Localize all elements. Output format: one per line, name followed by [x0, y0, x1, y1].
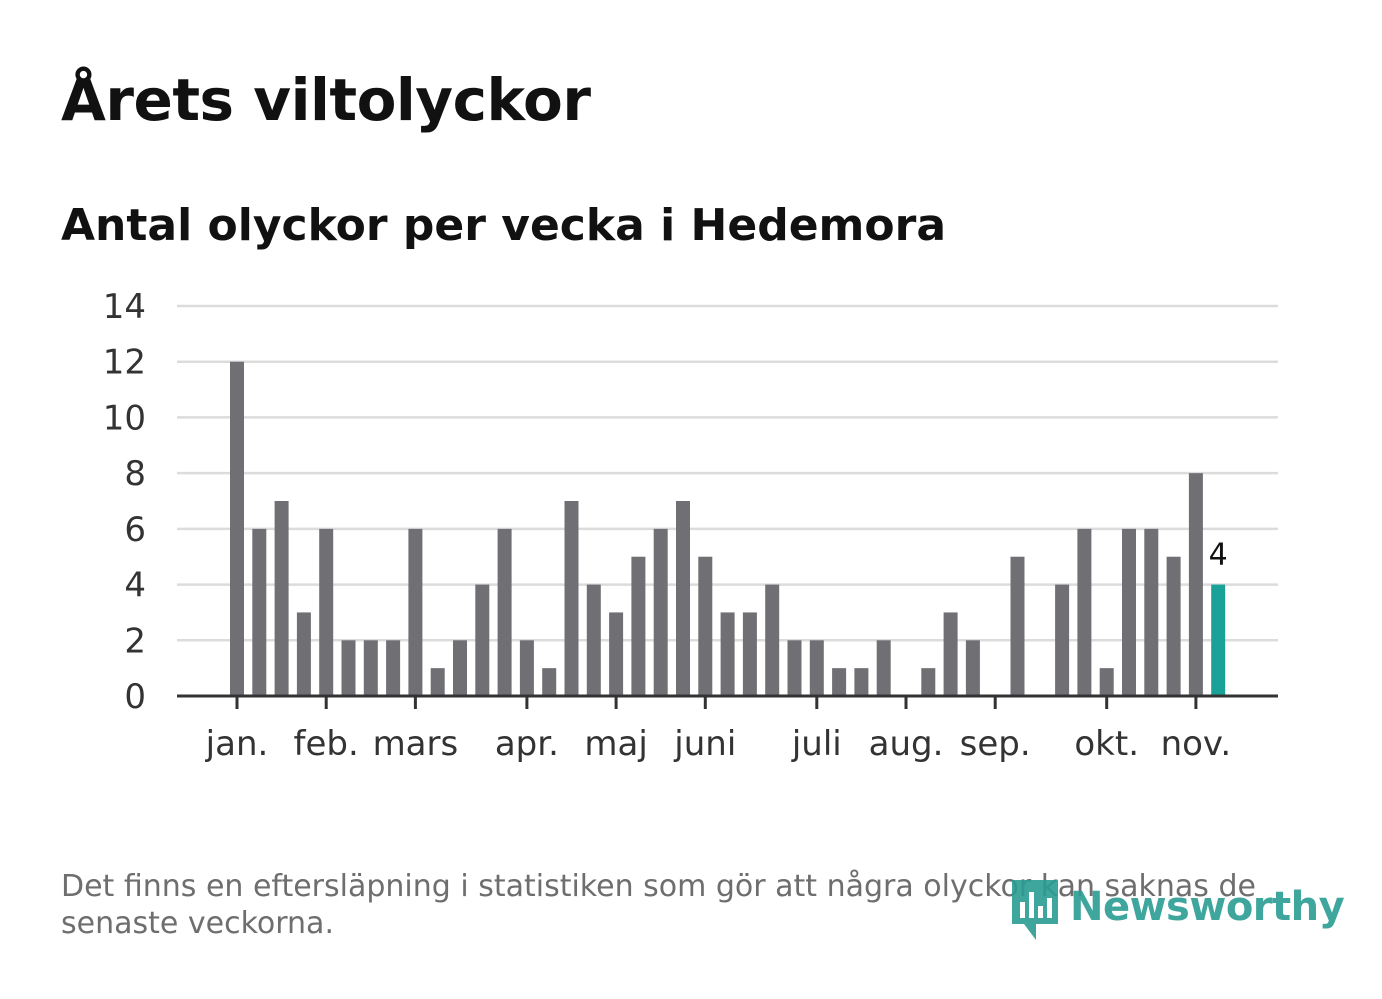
x-tick-label: okt.	[1074, 724, 1139, 764]
bar	[876, 640, 891, 696]
y-tick-label: 12	[103, 343, 146, 383]
y-tick-label: 14	[103, 287, 146, 327]
chart-title: Årets viltolyckor	[61, 66, 591, 134]
bar	[609, 612, 624, 696]
bar	[519, 640, 534, 696]
bars	[230, 361, 1226, 696]
bar	[408, 528, 423, 696]
bar	[386, 640, 401, 696]
x-tick-label: jan.	[205, 724, 269, 764]
bar	[965, 640, 980, 696]
bar	[497, 528, 512, 696]
bar-highlight	[1211, 584, 1226, 696]
x-tick-label: maj	[584, 724, 647, 764]
bar	[787, 640, 802, 696]
bar	[1144, 528, 1159, 696]
y-tick-label: 4	[124, 566, 146, 606]
bar	[921, 668, 936, 696]
bar	[943, 612, 958, 696]
bar	[653, 528, 668, 696]
brand-name: Newsworthy	[1070, 884, 1345, 930]
data-labels: 4	[1206, 535, 1231, 576]
y-tick-label: 10	[103, 398, 146, 438]
bar	[274, 501, 289, 696]
bar	[698, 556, 713, 696]
y-tick-label: 8	[124, 454, 146, 494]
bar	[1077, 528, 1092, 696]
x-axis: jan. feb. mars apr. maj juni juli aug. sep. okt. n…	[177, 694, 1278, 764]
highlight-value-label: 4	[1209, 538, 1228, 573]
x-tick-label: sep.	[960, 724, 1031, 764]
bar	[296, 612, 311, 696]
bar	[631, 556, 646, 696]
bar	[475, 584, 490, 696]
newsworthy-icon	[1012, 880, 1058, 940]
x-tick-label: feb.	[294, 724, 359, 764]
bar	[453, 640, 467, 696]
bar	[1055, 584, 1070, 696]
bar	[252, 528, 267, 696]
bar-chart: 0 2 4 6 8 10 12 14 jan. feb. mars apr. maj juni juli a…	[103, 287, 1278, 764]
bar	[1010, 556, 1025, 696]
x-tick-label: juli	[791, 724, 842, 764]
bar	[720, 612, 735, 696]
bar	[832, 668, 847, 696]
y-tick-label: 0	[124, 677, 146, 717]
bar	[341, 640, 356, 696]
bar	[230, 361, 244, 696]
gridlines	[177, 304, 1278, 642]
y-tick-label: 2	[124, 621, 146, 661]
bar	[854, 668, 869, 696]
bar	[586, 584, 601, 696]
bar	[1122, 528, 1136, 696]
newsworthy-logo: Newsworthy	[1010, 872, 1345, 942]
bar	[564, 501, 579, 696]
bar	[363, 640, 378, 696]
bar	[1099, 668, 1114, 696]
x-tick-label: nov.	[1161, 724, 1232, 764]
bar	[809, 640, 824, 696]
bar	[430, 668, 445, 696]
bar	[742, 612, 757, 696]
x-tick-label: aug.	[869, 724, 944, 764]
chart-subtitle: Antal olyckor per vecka i Hedemora	[61, 200, 947, 251]
y-axis-ticks: 0 2 4 6 8 10 12 14	[103, 287, 146, 717]
bar	[1188, 473, 1203, 696]
bar	[765, 584, 780, 696]
bar	[542, 668, 557, 696]
bar	[676, 501, 690, 696]
x-tick-label: mars	[373, 724, 459, 764]
y-tick-label: 6	[124, 510, 146, 550]
bar	[1166, 556, 1181, 696]
x-tick-label: juni	[673, 724, 736, 764]
bar	[319, 528, 334, 696]
x-tick-label: apr.	[495, 724, 559, 764]
